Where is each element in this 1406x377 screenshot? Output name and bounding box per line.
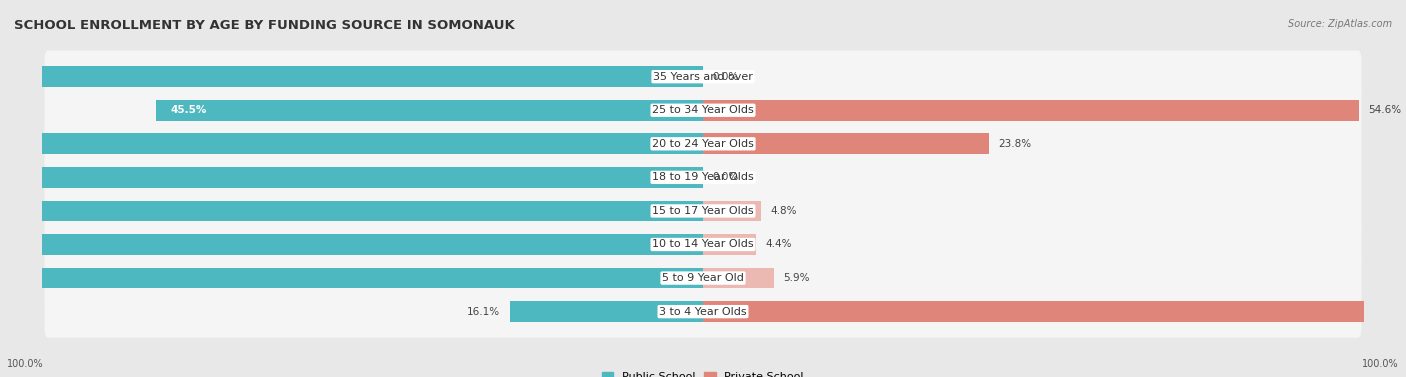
Bar: [509, 301, 703, 322]
Text: SCHOOL ENROLLMENT BY AGE BY FUNDING SOURCE IN SOMONAUK: SCHOOL ENROLLMENT BY AGE BY FUNDING SOUR…: [14, 19, 515, 32]
Text: 10 to 14 Year Olds: 10 to 14 Year Olds: [652, 239, 754, 250]
Text: 4.4%: 4.4%: [765, 239, 792, 250]
Text: 54.6%: 54.6%: [1368, 105, 1402, 115]
Text: 5.9%: 5.9%: [783, 273, 810, 283]
Text: 100.0%: 100.0%: [1362, 359, 1399, 369]
Bar: [703, 268, 773, 288]
FancyBboxPatch shape: [45, 185, 1361, 237]
Bar: [0, 234, 703, 255]
Text: 18 to 19 Year Olds: 18 to 19 Year Olds: [652, 172, 754, 182]
Bar: [703, 100, 1360, 121]
Text: 5 to 9 Year Old: 5 to 9 Year Old: [662, 273, 744, 283]
Bar: [0, 66, 703, 87]
FancyBboxPatch shape: [45, 151, 1361, 204]
Bar: [0, 133, 703, 154]
Bar: [0, 268, 703, 288]
Text: 25 to 34 Year Olds: 25 to 34 Year Olds: [652, 105, 754, 115]
Text: 0.0%: 0.0%: [713, 72, 740, 82]
Bar: [703, 201, 761, 221]
FancyBboxPatch shape: [45, 252, 1361, 304]
FancyBboxPatch shape: [45, 118, 1361, 170]
Text: Source: ZipAtlas.com: Source: ZipAtlas.com: [1288, 19, 1392, 29]
Legend: Public School, Private School: Public School, Private School: [598, 368, 808, 377]
FancyBboxPatch shape: [45, 285, 1361, 338]
Text: 0.0%: 0.0%: [713, 172, 740, 182]
FancyBboxPatch shape: [45, 51, 1361, 103]
Bar: [0, 201, 703, 221]
FancyBboxPatch shape: [45, 218, 1361, 271]
Bar: [703, 234, 756, 255]
Text: 4.8%: 4.8%: [770, 206, 797, 216]
Bar: [703, 301, 1406, 322]
FancyBboxPatch shape: [45, 84, 1361, 136]
Text: 100.0%: 100.0%: [7, 359, 44, 369]
Text: 3 to 4 Year Olds: 3 to 4 Year Olds: [659, 307, 747, 317]
Text: 35 Years and over: 35 Years and over: [652, 72, 754, 82]
Text: 23.8%: 23.8%: [998, 139, 1032, 149]
Text: 20 to 24 Year Olds: 20 to 24 Year Olds: [652, 139, 754, 149]
Bar: [156, 100, 703, 121]
Bar: [0, 167, 703, 188]
Text: 16.1%: 16.1%: [467, 307, 501, 317]
Text: 15 to 17 Year Olds: 15 to 17 Year Olds: [652, 206, 754, 216]
Text: 45.5%: 45.5%: [170, 105, 207, 115]
Bar: [703, 133, 988, 154]
